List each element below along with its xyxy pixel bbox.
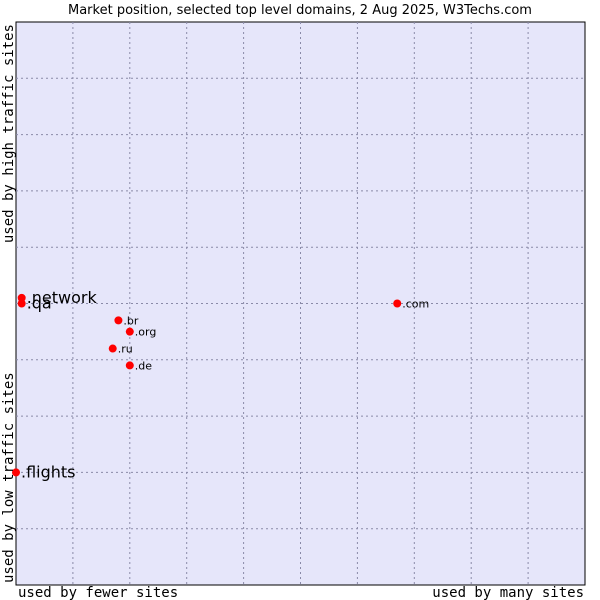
data-point xyxy=(125,327,134,336)
data-point-label: .flights xyxy=(21,462,76,481)
data-point xyxy=(12,468,20,477)
data-point xyxy=(393,299,402,308)
data-point-label: .network xyxy=(27,288,98,307)
data-point-label: .com xyxy=(402,298,429,311)
data-point xyxy=(17,293,26,302)
y-axis-label-bottom: used by low traffic sites xyxy=(1,372,17,583)
chart-title: Market position, selected top level doma… xyxy=(68,3,532,18)
x-axis-label-right: used by many sites xyxy=(432,585,584,600)
data-point-label: .qa xyxy=(27,294,52,313)
data-point-label: .br xyxy=(123,314,138,327)
data-point xyxy=(114,316,123,325)
data-point-label: .de xyxy=(135,359,152,372)
grid-lines xyxy=(16,22,585,585)
data-point-label: .ru xyxy=(118,343,133,356)
x-axis-label-left: used by fewer sites xyxy=(18,585,178,600)
data-point xyxy=(108,344,117,353)
data-point-label: .org xyxy=(135,326,157,339)
data-point xyxy=(125,361,134,370)
data-point xyxy=(17,299,26,308)
data-points: .network.qa .flights .com .br.org.ru.de xyxy=(12,288,429,481)
y-axis-label-top: used by high traffic sites xyxy=(1,24,17,243)
